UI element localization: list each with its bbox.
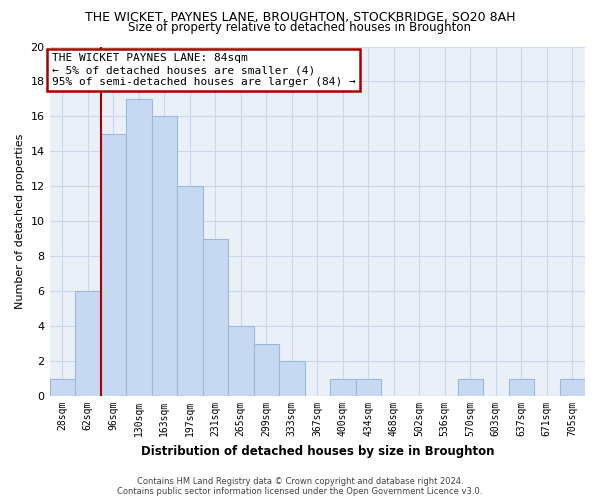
Bar [458, 378, 483, 396]
Bar [228, 326, 254, 396]
Text: Contains HM Land Registry data © Crown copyright and database right 2024.
Contai: Contains HM Land Registry data © Crown c… [118, 476, 482, 496]
Bar [126, 99, 152, 396]
Bar [254, 344, 279, 396]
Bar [560, 378, 585, 396]
Bar [177, 186, 203, 396]
X-axis label: Distribution of detached houses by size in Broughton: Distribution of detached houses by size … [140, 444, 494, 458]
Bar [330, 378, 356, 396]
Bar [509, 378, 534, 396]
Text: Size of property relative to detached houses in Broughton: Size of property relative to detached ho… [128, 21, 472, 34]
Text: THE WICKET PAYNES LANE: 84sqm
← 5% of detached houses are smaller (4)
95% of sem: THE WICKET PAYNES LANE: 84sqm ← 5% of de… [52, 54, 355, 86]
Bar [203, 239, 228, 396]
Bar [356, 378, 381, 396]
Text: THE WICKET, PAYNES LANE, BROUGHTON, STOCKBRIDGE, SO20 8AH: THE WICKET, PAYNES LANE, BROUGHTON, STOC… [85, 11, 515, 24]
Bar [152, 116, 177, 396]
Bar [279, 361, 305, 396]
Bar [101, 134, 126, 396]
Y-axis label: Number of detached properties: Number of detached properties [15, 134, 25, 309]
Bar [50, 378, 75, 396]
Bar [75, 291, 101, 396]
